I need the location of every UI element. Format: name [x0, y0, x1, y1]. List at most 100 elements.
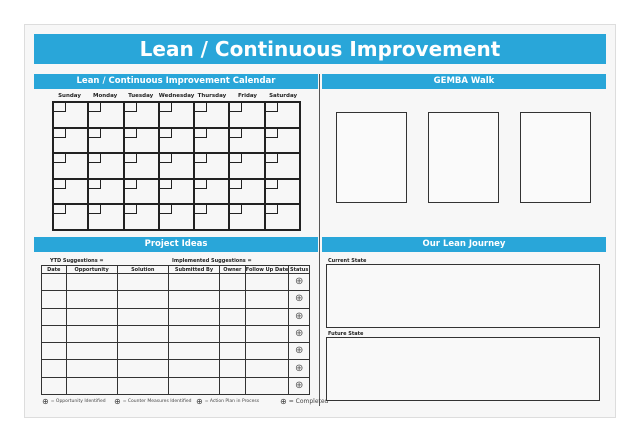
legend-text: = Completed [288, 398, 329, 405]
table-cell[interactable] [65, 342, 118, 361]
table-cell[interactable] [167, 290, 221, 309]
column-header: Follow Up Date [244, 265, 290, 274]
table-cell[interactable] [65, 307, 118, 326]
table-cell[interactable] [219, 272, 246, 292]
table-cell[interactable] [219, 376, 246, 396]
day-label: Saturday [269, 93, 298, 99]
table-cell[interactable] [116, 290, 169, 309]
circle-plus-icon: ⊕ [280, 397, 287, 406]
calendar-day-cell [88, 204, 124, 230]
table-cell[interactable] [219, 324, 246, 344]
table-cell[interactable] [219, 307, 246, 326]
calendar-day-cell [158, 153, 195, 179]
legend-item: ⊕ = Action Plan in Process [196, 397, 259, 406]
day-label: Sunday [58, 93, 81, 99]
calendar-day-cell [194, 204, 230, 230]
page-title: Lean / Continuous Improvement [34, 34, 606, 64]
future-state-label: Future State [328, 331, 364, 337]
calendar-day-cell [53, 178, 89, 205]
table-cell[interactable] [116, 342, 169, 361]
calendar-day-cell [123, 178, 159, 205]
column-header: Status [288, 265, 310, 274]
table-cell[interactable] [244, 342, 290, 361]
gemba-header: GEMBA Walk [322, 74, 606, 89]
table-cell[interactable] [116, 359, 169, 378]
table-cell[interactable] [244, 324, 290, 344]
table-cell[interactable] [167, 272, 221, 292]
legend-item: ⊕ = Opportunity Identified [42, 397, 106, 406]
table-cell[interactable] [244, 376, 290, 396]
table-cell[interactable] [65, 290, 118, 309]
calendar-day-cell [264, 153, 300, 179]
table-cell[interactable] [41, 342, 67, 361]
day-label: Wednesday [158, 93, 195, 99]
table-cell[interactable] [219, 342, 246, 361]
calendar-day-cell [53, 102, 89, 128]
table-cell[interactable] [65, 272, 118, 292]
table-cell[interactable] [167, 359, 221, 378]
table-cell[interactable] [41, 376, 67, 396]
calendar-day-cell [264, 102, 300, 128]
day-label: Thursday [197, 93, 227, 99]
calendar-day-cell [229, 204, 265, 230]
calendar-day-cell [264, 178, 300, 205]
calendar-day-cell [53, 204, 89, 230]
section-divider [319, 74, 320, 406]
legend-text: = Action Plan in Process [204, 399, 260, 404]
table-cell[interactable] [116, 307, 169, 326]
table-cell[interactable] [219, 359, 246, 378]
current-state-box [326, 264, 600, 328]
table-cell[interactable] [65, 359, 118, 378]
calendar-day-cell [88, 178, 124, 205]
legend-item: ⊕ = Completed [280, 397, 328, 406]
legend-text: = Opportunity Identified [50, 399, 106, 404]
table-cell[interactable] [244, 272, 290, 292]
calendar-day-cell [194, 102, 230, 128]
calendar-day-cell [264, 127, 300, 154]
table-row: ⊕ [41, 307, 310, 326]
table-cell[interactable] [41, 324, 67, 344]
calendar-day-cell [194, 153, 230, 179]
calendar-day-cell [158, 178, 195, 205]
table-cell[interactable] [167, 324, 221, 344]
gemba-box [520, 112, 591, 203]
calendar-day-cell [158, 204, 195, 230]
project-ideas-header: Project Ideas [34, 237, 318, 252]
table-cell[interactable] [41, 359, 67, 378]
circle-plus-icon: ⊕ [288, 290, 310, 309]
table-cell[interactable] [41, 290, 67, 309]
table-cell[interactable] [41, 272, 67, 292]
column-header: Solution [116, 265, 169, 274]
table-cell[interactable] [167, 376, 221, 396]
gemba-box [428, 112, 499, 203]
calendar-day-cell [123, 127, 159, 154]
table-row: ⊕ [41, 376, 310, 396]
table-cell[interactable] [116, 272, 169, 292]
implemented-suggestions-label: Implemented Suggestions = [172, 258, 252, 264]
table-cell[interactable] [116, 324, 169, 344]
calendar-day-cell [123, 102, 159, 128]
table-cell[interactable] [65, 376, 118, 396]
table-row: ⊕ [41, 272, 310, 292]
circle-plus-icon: ⊕ [288, 324, 310, 344]
table-cell[interactable] [116, 376, 169, 396]
calendar-day-cell [88, 127, 124, 154]
day-label: Friday [237, 93, 258, 99]
table-cell[interactable] [244, 307, 290, 326]
ytd-suggestions-label: YTD Suggestions = [50, 258, 104, 264]
calendar-day-cell [229, 127, 265, 154]
table-cell[interactable] [244, 290, 290, 309]
calendar-grid [52, 101, 301, 231]
calendar-day-cell [229, 178, 265, 205]
table-cell[interactable] [219, 290, 246, 309]
table-cell[interactable] [41, 307, 67, 326]
calendar-day-cell [194, 178, 230, 205]
table-cell[interactable] [167, 342, 221, 361]
calendar-day-cell [123, 204, 159, 230]
table-cell[interactable] [167, 307, 221, 326]
table-cell[interactable] [244, 359, 290, 378]
table-cell[interactable] [65, 324, 118, 344]
column-header: Opportunity [65, 265, 118, 274]
calendar-header: Lean / Continuous Improvement Calendar [34, 74, 318, 89]
circle-plus-icon: ⊕ [196, 397, 203, 406]
